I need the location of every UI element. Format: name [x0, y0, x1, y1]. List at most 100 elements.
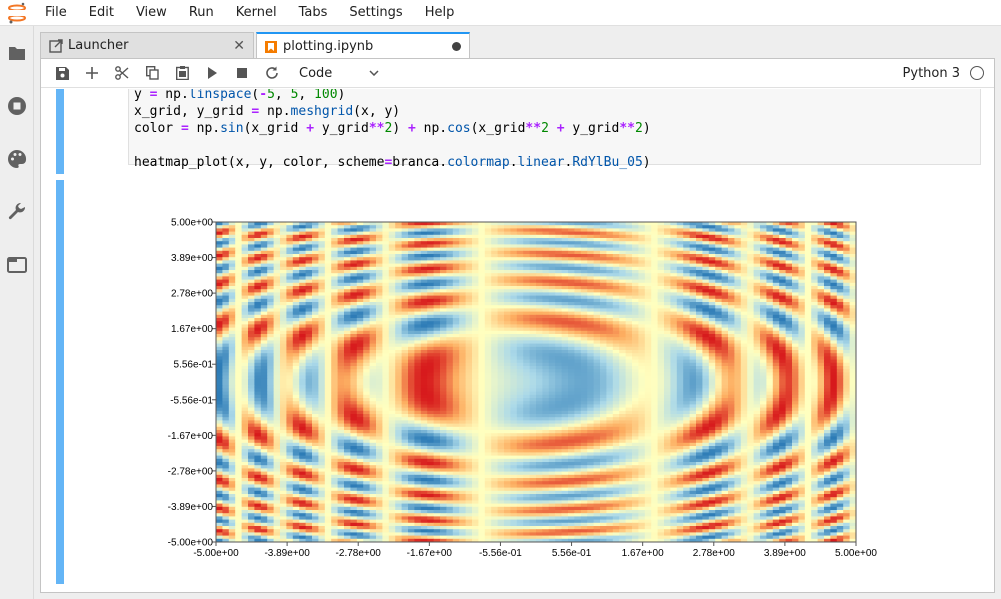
notebook-content[interactable]: y = np.linspace(-5, 5, 100) x_grid, y_gr…: [41, 89, 994, 592]
heatmap-cell: [836, 244, 844, 248]
heatmap-cell: [792, 257, 799, 261]
stop-circle-icon[interactable]: [0, 79, 34, 132]
heatmap-cell: [734, 238, 742, 242]
heatmap-cell: [376, 298, 383, 303]
heatmap-cell: [369, 366, 377, 370]
heatmap-cell: [299, 359, 306, 364]
heatmap-cell: [491, 356, 498, 360]
heatmap-cell: [785, 228, 793, 232]
unsaved-dot-icon[interactable]: [452, 42, 461, 51]
code-cell-editor[interactable]: y = np.linspace(-5, 5, 100) x_grid, y_gr…: [128, 89, 981, 170]
heatmap-cell: [651, 302, 658, 306]
heatmap-cell: [747, 257, 754, 261]
heatmap-cell: [747, 222, 754, 226]
heatmap-cell: [414, 353, 422, 357]
palette-icon[interactable]: [0, 132, 34, 185]
heatmap-cell: [420, 327, 428, 332]
heatmap-cell: [651, 273, 658, 277]
menu-settings[interactable]: Settings: [349, 4, 403, 20]
cut-button[interactable]: [107, 59, 137, 88]
heatmap-cell: [548, 257, 556, 261]
heatmap-cell: [440, 234, 447, 239]
tab-plotting[interactable]: plotting.ipynb: [256, 32, 470, 59]
menu-edit[interactable]: Edit: [88, 4, 114, 20]
heatmap-cell: [267, 298, 274, 303]
menu-view[interactable]: View: [135, 4, 167, 20]
jupyter-logo-icon[interactable]: [0, 0, 34, 26]
heatmap-cell: [484, 247, 492, 252]
heatmap-cell: [536, 327, 543, 332]
heatmap-cell: [638, 353, 646, 357]
menu-file[interactable]: File: [45, 4, 67, 20]
heatmap-cell: [401, 343, 409, 348]
heatmap-cell: [536, 263, 543, 268]
heatmap-cell: [324, 244, 332, 248]
heatmap-cell: [235, 282, 242, 287]
heatmap-cell: [267, 305, 274, 309]
heatmap-cell: [388, 254, 396, 258]
heatmap-cell: [664, 295, 671, 300]
heatmap-cell: [260, 266, 268, 271]
heatmap-cell: [760, 318, 767, 322]
run-button[interactable]: [197, 59, 227, 88]
heatmap-cell: [446, 247, 454, 252]
heatmap-cell: [542, 231, 550, 236]
heatmap-cell: [369, 334, 377, 338]
menu-help[interactable]: Help: [424, 4, 455, 20]
heatmap-cell: [465, 302, 473, 306]
heatmap-cell: [734, 273, 742, 277]
heatmap-cell: [561, 276, 569, 280]
cell-type-dropdown[interactable]: Code: [299, 66, 379, 81]
heatmap-cell: [254, 238, 262, 242]
save-button[interactable]: [47, 59, 77, 88]
heatmap-cell: [337, 366, 345, 370]
heatmap-cell: [254, 327, 262, 332]
heatmap-cell: [273, 282, 281, 287]
heatmap-cell: [702, 346, 710, 351]
heatmap-cell: [644, 231, 652, 236]
heatmap-cell: [830, 359, 838, 364]
heatmap-cell: [702, 286, 710, 290]
heatmap-cell: [344, 266, 351, 271]
menu-run[interactable]: Run: [188, 4, 214, 20]
interrupt-button[interactable]: [227, 59, 257, 88]
tab-window-icon[interactable]: [0, 238, 34, 291]
heatmap-cell: [568, 366, 575, 370]
heatmap-cell: [644, 353, 652, 357]
heatmap-cell: [497, 279, 505, 284]
kernel-name[interactable]: Python 3: [902, 65, 960, 81]
heatmap-cell: [600, 308, 607, 312]
restart-button[interactable]: [257, 59, 287, 88]
heatmap-cell: [446, 241, 454, 245]
menu-kernel[interactable]: Kernel: [235, 4, 277, 20]
heatmap-cell: [516, 366, 524, 370]
folder-icon[interactable]: [0, 26, 34, 79]
heatmap-cell: [804, 298, 812, 303]
heatmap-cell: [785, 266, 793, 271]
heatmap-cell: [305, 324, 313, 328]
heatmap-cell: [785, 222, 793, 226]
heatmap-cell: [267, 257, 274, 261]
close-icon[interactable]: ✕: [233, 37, 245, 54]
heatmap-cell: [241, 362, 249, 367]
heatmap-cell: [747, 260, 754, 264]
heatmap-cell: [446, 350, 454, 354]
insert-cell-button[interactable]: [77, 59, 107, 88]
heatmap-cell: [689, 279, 697, 284]
heatmap-cell: [324, 250, 332, 255]
heatmap-cell: [587, 311, 594, 316]
paste-button[interactable]: [167, 59, 197, 88]
heatmap-cell: [728, 276, 735, 280]
heatmap-cell: [676, 340, 684, 344]
wrench-icon[interactable]: [0, 185, 34, 238]
heatmap-cell: [254, 286, 262, 290]
heatmap-cell: [363, 343, 370, 348]
heatmap-cell: [280, 276, 287, 280]
menu-tabs[interactable]: Tabs: [298, 4, 328, 20]
heatmap-cell: [510, 289, 518, 293]
copy-button[interactable]: [137, 59, 167, 88]
tab-launcher[interactable]: Launcher ✕: [40, 32, 254, 58]
heatmap-cell: [260, 350, 268, 354]
heatmap-cell: [235, 356, 242, 360]
heatmap-cell: [548, 305, 556, 309]
